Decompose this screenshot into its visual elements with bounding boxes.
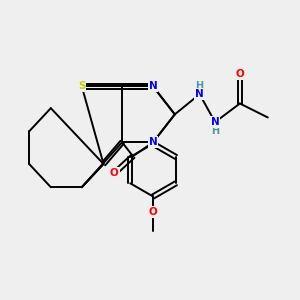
Text: N: N <box>149 137 158 147</box>
Text: O: O <box>110 168 119 178</box>
Text: N: N <box>149 82 158 92</box>
Text: N: N <box>195 89 204 99</box>
Text: S: S <box>78 82 85 92</box>
Text: N: N <box>211 117 220 127</box>
Text: O: O <box>149 207 158 217</box>
Text: O: O <box>236 69 244 79</box>
Text: H: H <box>211 126 219 136</box>
Text: H: H <box>196 80 204 91</box>
